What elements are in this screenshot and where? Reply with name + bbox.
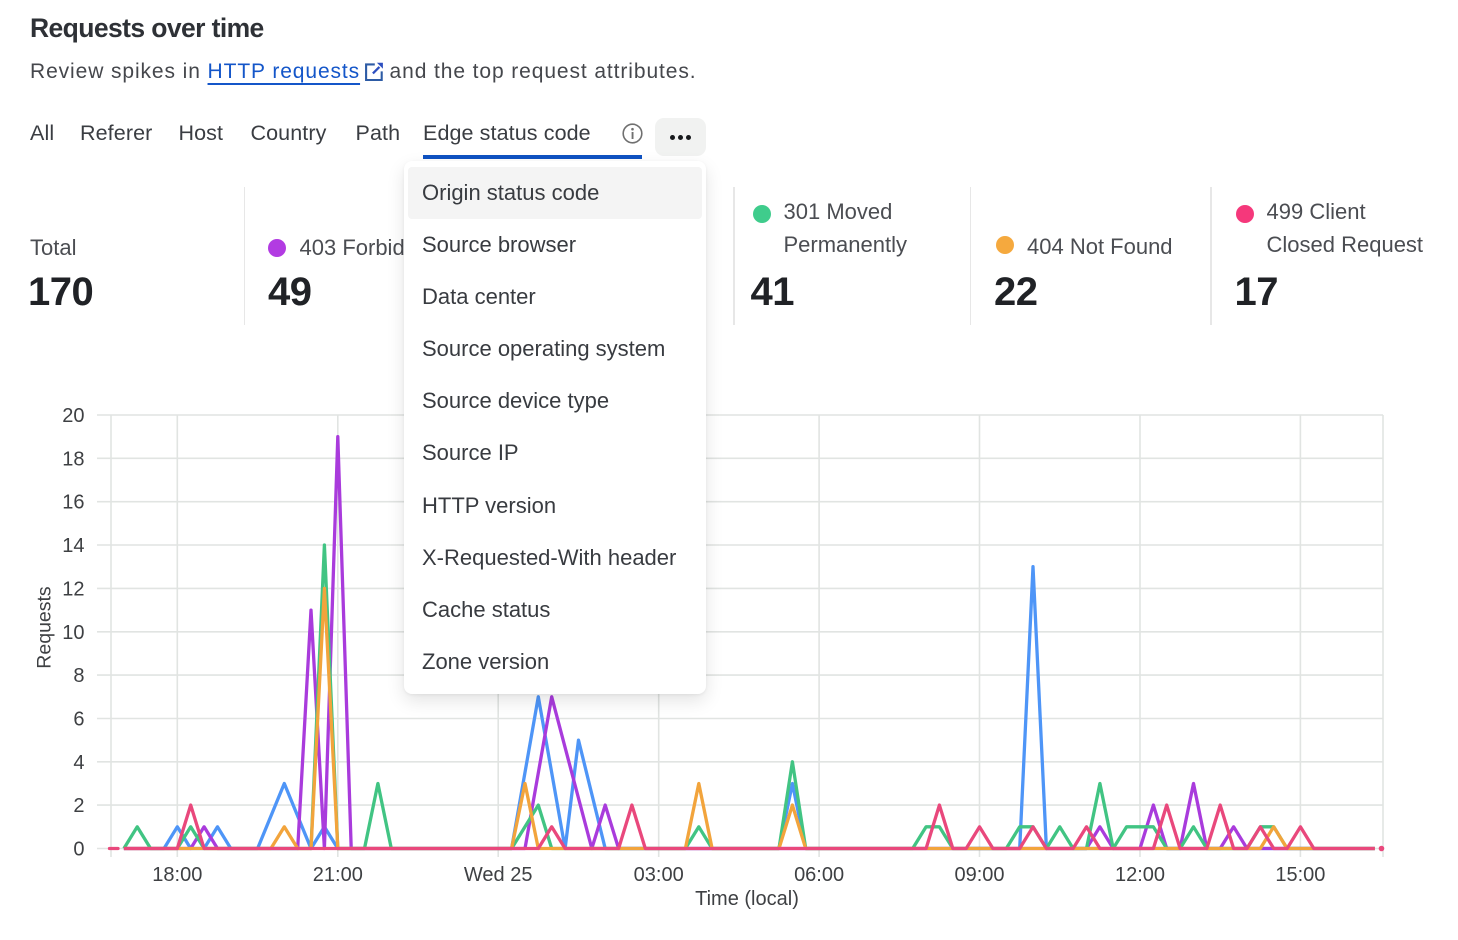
- svg-text:14: 14: [62, 535, 84, 557]
- svg-text:18: 18: [62, 448, 84, 470]
- svg-text:Time (local): Time (local): [695, 888, 799, 910]
- svg-text:12: 12: [62, 578, 84, 600]
- svg-text:2: 2: [73, 795, 84, 817]
- svg-text:0: 0: [73, 839, 84, 861]
- svg-text:4: 4: [73, 752, 84, 774]
- svg-text:06:00: 06:00: [794, 864, 844, 886]
- svg-text:03:00: 03:00: [634, 864, 684, 886]
- svg-text:6: 6: [73, 709, 84, 731]
- svg-text:09:00: 09:00: [954, 864, 1004, 886]
- svg-text:10: 10: [62, 622, 84, 644]
- svg-text:15:00: 15:00: [1275, 864, 1325, 886]
- svg-text:Wed 25: Wed 25: [464, 864, 533, 886]
- svg-text:12:00: 12:00: [1115, 864, 1165, 886]
- svg-text:8: 8: [73, 665, 84, 687]
- svg-text:Requests: Requests: [34, 586, 56, 669]
- svg-text:18:00: 18:00: [152, 864, 202, 886]
- svg-text:21:00: 21:00: [313, 864, 363, 886]
- svg-text:16: 16: [62, 492, 84, 514]
- svg-text:20: 20: [62, 405, 84, 427]
